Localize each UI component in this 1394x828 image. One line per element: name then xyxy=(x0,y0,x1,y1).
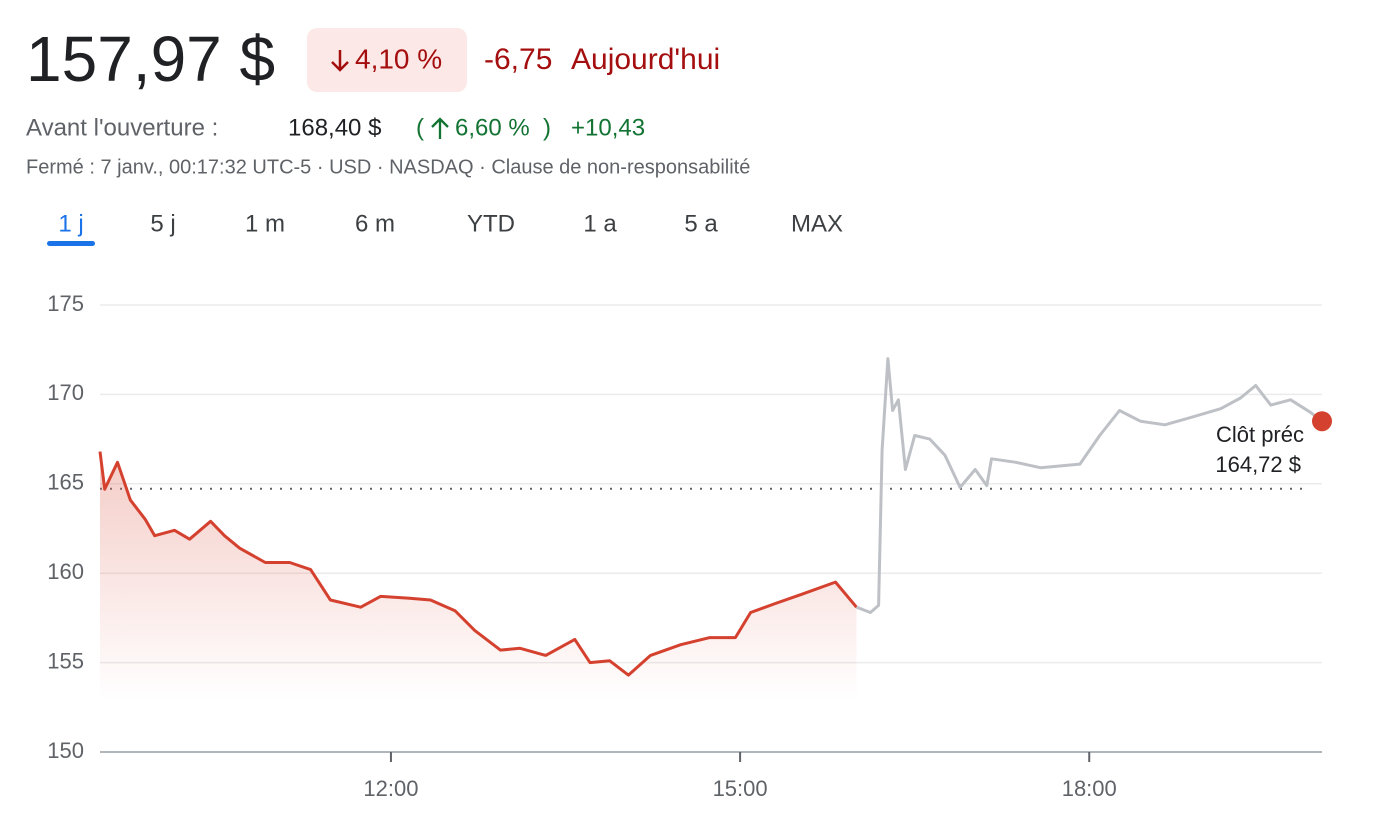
tab[interactable]: 6 m xyxy=(355,210,395,237)
paren: ( xyxy=(416,114,424,141)
price-line xyxy=(855,357,1323,614)
tab[interactable]: 1 a xyxy=(583,210,617,237)
price-line xyxy=(98,451,858,677)
chart: 150 155 160 165 170 175 12:00 15:00 18:00 Clôt pr… xyxy=(47,291,1332,801)
tab[interactable]: 5 j xyxy=(150,210,175,237)
change-period: Aujourd'hui xyxy=(571,43,720,76)
tab[interactable]: 1 m xyxy=(245,210,285,237)
premarket-change-pct: 6,60 % xyxy=(455,114,530,141)
change-pct: 4,10 % xyxy=(355,43,442,74)
down-arrow xyxy=(331,50,349,72)
x-tick-label: 18:00 xyxy=(1062,776,1117,801)
status-line: Fermé : 7 janv., 00:17:32 UTC-5 · USD · … xyxy=(26,156,750,178)
tab[interactable]: 1 j xyxy=(58,210,83,237)
premarket-price: 168,40 $ xyxy=(288,114,381,141)
y-tick-label: 160 xyxy=(47,559,84,584)
y-tick-label: 170 xyxy=(47,380,84,405)
y-tick-label: 165 xyxy=(47,470,84,495)
tab[interactable]: YTD xyxy=(467,210,515,237)
change-abs: -6,75 xyxy=(484,43,552,76)
area-fill xyxy=(100,451,857,700)
x-tick-label: 12:00 xyxy=(363,776,418,801)
price: 157,97 $ xyxy=(26,23,275,95)
y-tick-label: 150 xyxy=(47,738,84,763)
y-tick-label: 175 xyxy=(47,291,84,316)
tab[interactable]: MAX xyxy=(791,210,843,237)
tabs: 1 j 5 j 1 m 6 m YTD 1 a 5 a MAX xyxy=(47,210,843,246)
up-arrow xyxy=(431,117,449,139)
premarket-change-abs: +10,43 xyxy=(571,114,645,141)
x-tick-label: 15:00 xyxy=(713,776,768,801)
premarket-label: Avant l'ouverture : xyxy=(26,114,218,141)
current-dot xyxy=(1312,411,1332,432)
tab[interactable]: 5 a xyxy=(684,210,718,237)
paren: ) xyxy=(543,114,551,141)
tab-underline xyxy=(47,241,95,246)
previous-close-label: 164,72 $ xyxy=(1215,452,1301,477)
y-tick-label: 155 xyxy=(47,648,84,673)
change-pill xyxy=(307,28,467,92)
previous-close-title: Clôt préc xyxy=(1216,422,1304,447)
